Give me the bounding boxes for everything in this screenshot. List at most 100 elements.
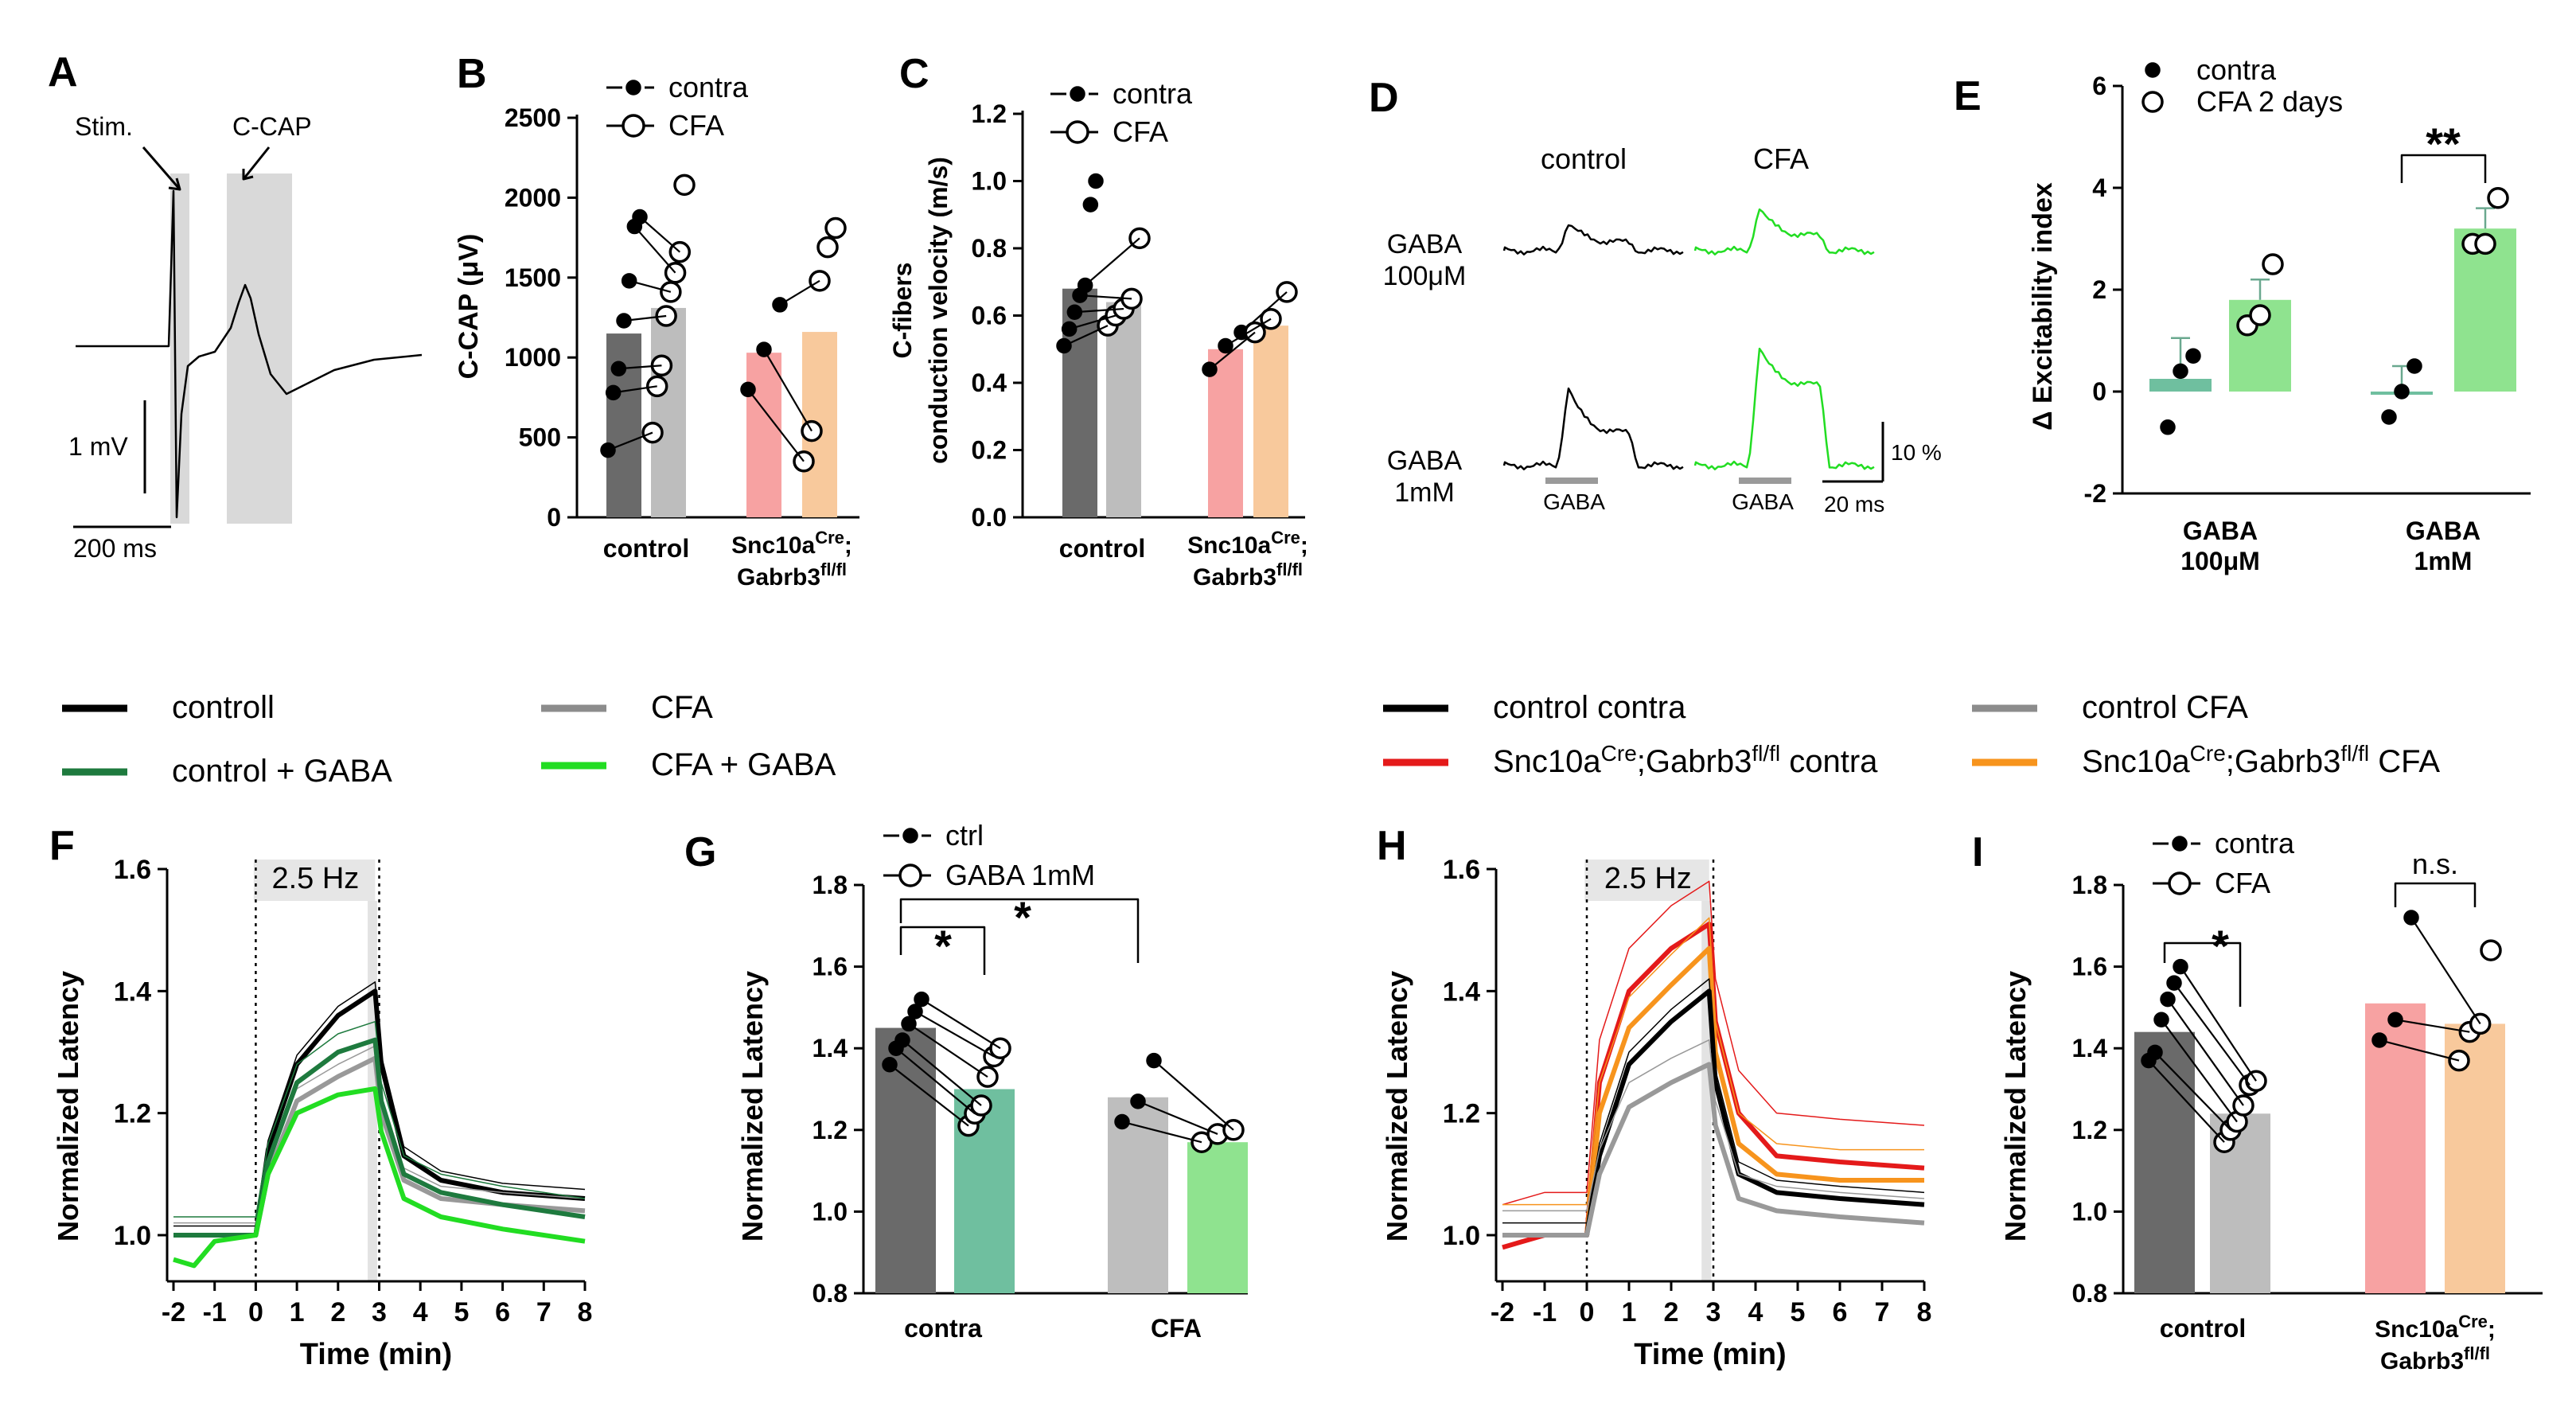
panel-label-D: D (1369, 75, 1399, 121)
E-bar (2454, 228, 2516, 392)
H-ytick-label: 1.2 (1443, 1099, 1480, 1129)
E-point (2474, 232, 2496, 255)
B-legend-marker (625, 80, 641, 96)
H-series-err (1502, 880, 1925, 1206)
G-pair-line (908, 1023, 988, 1078)
G-ylabel: Normalized Latency (736, 971, 769, 1242)
B-pair-line (629, 279, 672, 293)
B-ytick-label: 500 (519, 423, 561, 452)
C-tspan: Cre (1271, 528, 1300, 548)
I-bar (2365, 1003, 2426, 1293)
D-trace-control-100uM (1502, 224, 1684, 255)
H-xtick-label: 8 (1917, 1297, 1932, 1327)
D-col-cfa: CFA (1753, 142, 1809, 175)
C-pair-line (1079, 294, 1132, 300)
G-ytick-label: 1.4 (813, 1034, 848, 1062)
panel-label-H: H (1377, 823, 1407, 869)
G-sig-bracket-2 (899, 898, 1140, 963)
G-ytick-label: 1.6 (813, 953, 848, 981)
C-ylabel-1: C-fibers (888, 263, 917, 359)
legend-snc-cfa-tspan: CFA (2369, 744, 2440, 779)
E-sig-bracket (2400, 154, 2487, 183)
H-xtick-label: 3 (1706, 1297, 1721, 1327)
H-xlabel: Time (min) (1634, 1338, 1786, 1371)
D-gaba-bar-1 (1545, 478, 1598, 484)
annotation-ccap: C-CAP (232, 112, 312, 141)
B-pair-line (618, 364, 662, 370)
F-xtick-label: 6 (495, 1297, 510, 1327)
panel-label-B: B (457, 51, 487, 97)
F-xtick-label: -1 (203, 1297, 227, 1327)
B-ytick-label: 0 (547, 503, 561, 532)
E-point (2394, 384, 2410, 400)
B-group-label-3: Gabrb3fl/fl (737, 559, 847, 591)
C-legend-label: contra (1113, 77, 1193, 110)
I-pair-line (2395, 1019, 2470, 1033)
I-tspan: fl/fl (2464, 1343, 2490, 1363)
panel-label-A: A (48, 49, 78, 96)
E-point (2381, 409, 2397, 425)
E-bar (2149, 379, 2212, 392)
G-ytick-label: 1.8 (813, 871, 848, 899)
D-row-conc-2: 1mM (1394, 478, 1455, 508)
panel-label-F: F (49, 823, 75, 869)
B-pair-line (763, 349, 813, 432)
G-cat-2: CFA (1151, 1314, 1202, 1343)
panel-label-C: C (899, 51, 929, 97)
F-series-line (173, 1086, 586, 1269)
B-tspan: ; (844, 532, 852, 559)
legend-snc-cfa-tspan: Snc10a (2082, 744, 2190, 779)
E-ytick-label: 0 (2092, 377, 2106, 406)
H-xtick-label: -1 (1533, 1297, 1557, 1327)
panel-label-I: I (1972, 829, 1983, 875)
G-ytick-label: 1.0 (813, 1197, 848, 1226)
scalebar-y-label: 1 mV (68, 432, 128, 461)
F-xtick-label: 0 (248, 1297, 263, 1327)
H-series-err (1502, 978, 1925, 1224)
H-ytick-label: 1.6 (1443, 855, 1480, 885)
H-series-err (1502, 1039, 1925, 1212)
C-point (1088, 173, 1104, 189)
G-pair-line (1137, 1100, 1218, 1135)
panel-label-G: G (684, 829, 716, 875)
stim-arrowhead (168, 177, 181, 191)
H-ytick-label: 1.4 (1443, 977, 1480, 1007)
C-legend-marker (1070, 86, 1085, 102)
H-xtick-label: 7 (1875, 1297, 1890, 1327)
D-row-gaba-1: GABA (1387, 229, 1463, 259)
I-group-label-1: control (2160, 1314, 2246, 1343)
B-legend-marker (622, 114, 645, 138)
C-ytick-label: 0.6 (972, 302, 1007, 330)
C-tspan: fl/fl (1276, 559, 1303, 579)
E-legend-marker (2145, 62, 2161, 78)
F-xtick-label: 3 (372, 1297, 387, 1327)
B-pair-line (623, 314, 667, 322)
I-point (2480, 939, 2502, 961)
F-series-err (173, 1020, 586, 1218)
F-series-err (173, 981, 586, 1227)
G-bar (1108, 1097, 1168, 1293)
E-point (2160, 419, 2176, 435)
I-pair-line (2180, 965, 2257, 1082)
F-xtick-label: 4 (413, 1297, 428, 1327)
C-point (1082, 197, 1099, 212)
legend-control-cfa-label: control CFA (2082, 690, 2248, 725)
I-pair-line (2173, 982, 2251, 1086)
E-point (2406, 358, 2422, 374)
legend-snc-contra-tspan: fl/fl (1752, 741, 1780, 766)
G-pair-line (921, 998, 1001, 1050)
G-legend-marker (902, 828, 918, 844)
E-cat-1b: 100μM (2180, 547, 2260, 575)
I-legend-marker (2172, 836, 2188, 852)
H-series-err (1502, 917, 1924, 1206)
ccap-trace (76, 189, 423, 519)
G-bar (1187, 1142, 1248, 1293)
ccap-shade (227, 173, 292, 524)
annotation-stim: Stim. (75, 112, 133, 141)
B-tspan: Gabrb3 (737, 564, 820, 591)
C-ytick-label: 0.8 (972, 234, 1007, 263)
B-pair-line (639, 216, 681, 253)
B-point (673, 173, 696, 197)
H-ylabel: Normalized Latency (1381, 971, 1413, 1242)
